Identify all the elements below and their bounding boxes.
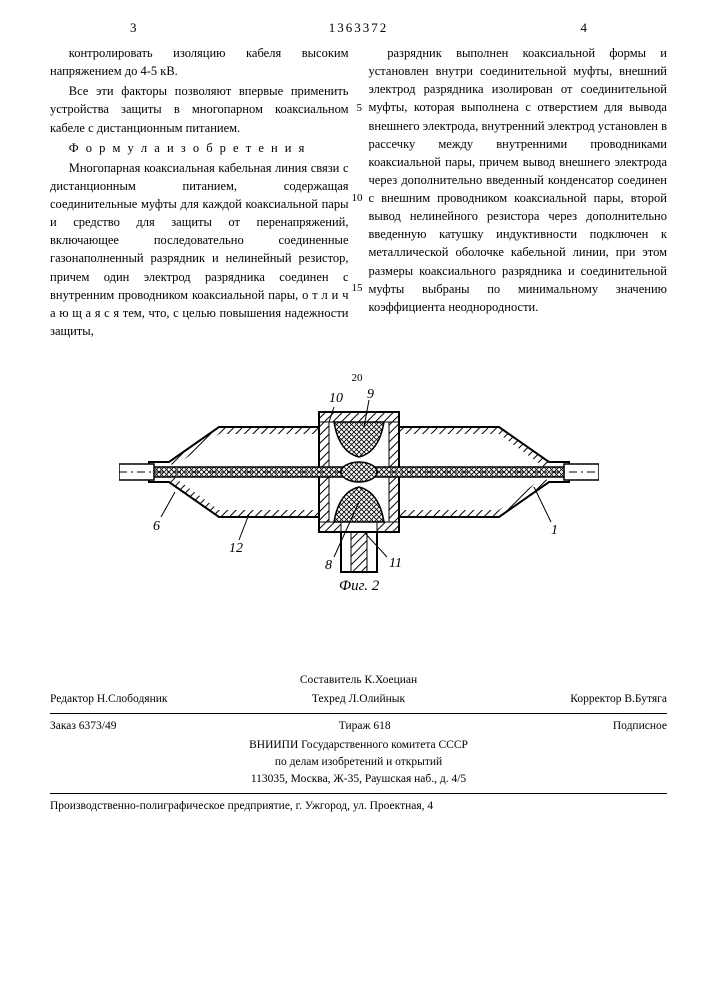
corrector-name: В.Бутяга (624, 693, 667, 705)
org-line-1: ВНИИПИ Государственного комитета СССР (50, 737, 667, 754)
circulation: Тираж 618 (339, 718, 391, 735)
editor-label: Редактор (50, 693, 94, 705)
line-mark-5: 5 (357, 101, 363, 117)
divider-1 (50, 713, 667, 714)
line-mark-15: 15 (352, 281, 363, 297)
left-p2: Все эти факторы позволяют впервые примен… (50, 82, 349, 136)
callout-6: 6 (153, 519, 160, 534)
left-column: контролировать изоляцию кабеля высоким н… (50, 44, 349, 342)
address: 113035, Москва, Ж-35, Раушская наб., д. … (50, 771, 667, 788)
line-mark-20: 20 (352, 371, 363, 387)
right-p1: разрядник выполнен коаксиальной формы и … (369, 44, 668, 316)
org-line-2: по делам изобретений и открытий (50, 754, 667, 771)
editor-name: Н.Слободяник (97, 693, 168, 705)
text-columns: контролировать изоляцию кабеля высоким н… (50, 44, 667, 342)
page-header: 3 1363372 4 (50, 20, 667, 36)
techred-name: Л.Олийнык (349, 693, 406, 705)
left-p3: Многопарная коаксиальная кабельная линия… (50, 159, 349, 340)
callout-9: 9 (367, 387, 374, 402)
print-house: Производственно-полиграфическое предприя… (50, 798, 667, 815)
compiler-label: Составитель (300, 674, 362, 686)
subscription: Подписное (613, 718, 667, 735)
compiler-name: К.Хоециан (364, 674, 417, 686)
left-page-num: 3 (130, 20, 137, 36)
techred-label: Техред (312, 693, 346, 705)
left-p1: контролировать изоляцию кабеля высоким н… (50, 44, 349, 80)
figure-label: Фиг. 2 (339, 578, 380, 592)
line-mark-10: 10 (352, 191, 363, 207)
divider-2 (50, 793, 667, 794)
right-page-num: 4 (581, 20, 588, 36)
footer-block: Составитель К.Хоециан Редактор Н.Слободя… (50, 672, 667, 815)
figure-svg: 10 9 6 12 11 8 1 Фиг. 2 (119, 372, 599, 592)
callout-8: 8 (325, 558, 332, 573)
corrector-label: Корректор (570, 693, 621, 705)
formula-title: Ф о р м у л а и з о б р е т е н и я (50, 139, 349, 157)
callout-10: 10 (329, 391, 343, 406)
order-number: Заказ 6373/49 (50, 718, 117, 735)
callout-1: 1 (551, 523, 558, 538)
document-number: 1363372 (329, 20, 389, 36)
right-column: 5 10 15 20 разрядник выполнен коаксиальн… (369, 44, 668, 342)
callout-12: 12 (229, 541, 243, 556)
figure-2: 10 9 6 12 11 8 1 Фиг. 2 (50, 372, 667, 592)
callout-11: 11 (389, 556, 402, 571)
